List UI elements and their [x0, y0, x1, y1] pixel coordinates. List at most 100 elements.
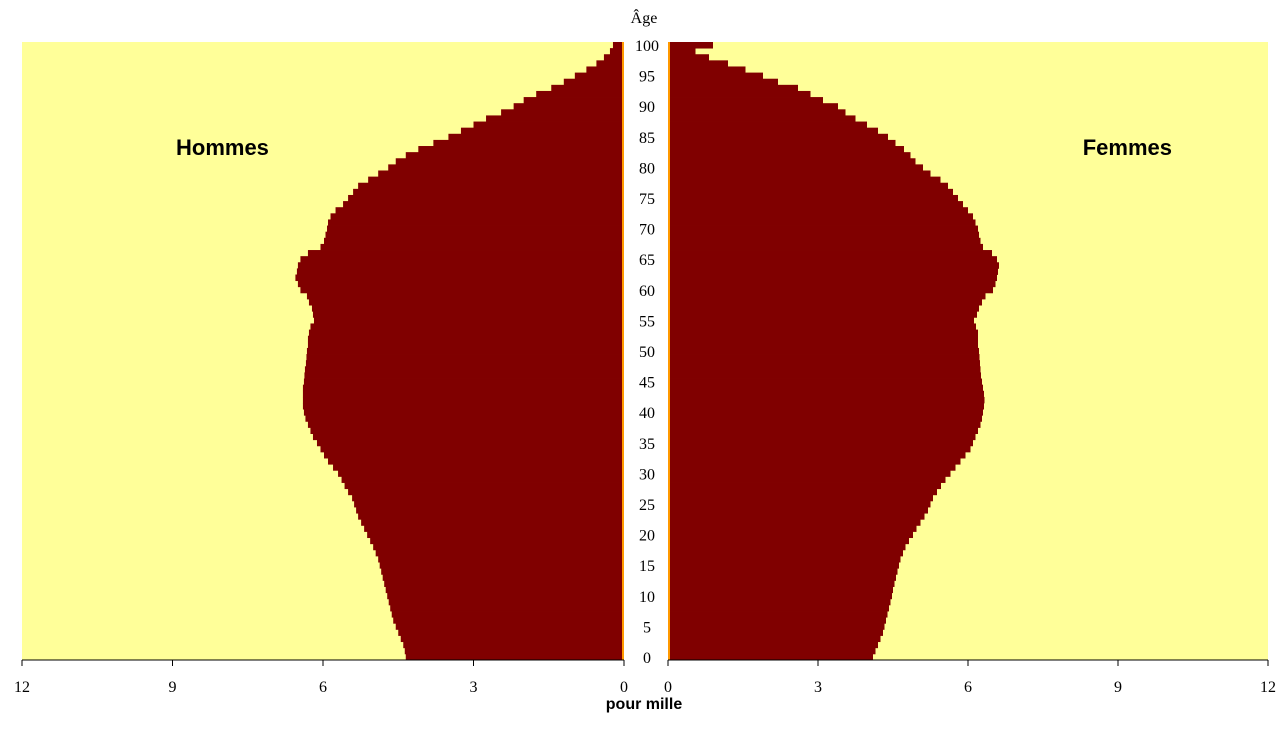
- hommes-bar-age-56: [312, 311, 624, 318]
- age-ticks: 0 5 10 15 20 25 30 35 40 45 50 55 60 65 70 75 80 85 90 95 10…: [635, 38, 659, 667]
- age-tick-label-45: 45: [639, 375, 655, 392]
- femmes-bar-age-89: [668, 109, 846, 116]
- hommes-bar-age-2: [403, 641, 624, 649]
- hommes-bar-age-48: [305, 360, 624, 367]
- femmes-bar-age-50: [668, 347, 979, 355]
- femmes-bar-age-48: [668, 360, 980, 367]
- age-tick-label-100: 100: [635, 38, 659, 55]
- left-x-tick-label-3: 3: [470, 679, 478, 696]
- femmes-bar-age-68: [668, 237, 981, 245]
- hommes-bar-age-67: [320, 243, 624, 251]
- femmes-bar-age-12: [668, 580, 895, 587]
- hommes-bar-age-78: [368, 176, 624, 184]
- hommes-bar-age-44: [302, 384, 624, 392]
- femmes-bar-age-51: [668, 341, 978, 349]
- hommes-bar-age-6: [393, 617, 624, 624]
- femmes-bar-age-65: [668, 256, 997, 263]
- hommes-bar-age-62: [295, 274, 624, 282]
- femmes-bar-age-3: [668, 635, 881, 643]
- age-tick-label-15: 15: [639, 558, 655, 575]
- hommes-bar-age-31: [333, 464, 624, 471]
- hommes-bar-age-92: [536, 90, 624, 98]
- hommes-bar-age-71: [328, 219, 624, 226]
- hommes-bar-age-32: [328, 458, 624, 465]
- femmes-bar-age-25: [668, 500, 931, 508]
- hommes-bar-age-15: [379, 562, 624, 569]
- femmes-bar-age-57: [668, 305, 979, 312]
- femmes-bar-age-18: [668, 543, 906, 551]
- hommes-bar-age-79: [378, 170, 624, 178]
- age-tick-label-65: 65: [639, 252, 655, 269]
- hommes-bar-age-38: [307, 421, 624, 428]
- femmes-bar-age-11: [668, 586, 893, 594]
- hommes-bar-age-64: [297, 262, 624, 269]
- femmes-bar-age-49: [668, 354, 980, 361]
- femmes-bar-age-14: [668, 568, 898, 575]
- age-tick-label-95: 95: [639, 69, 655, 86]
- femmes-bar-age-92: [668, 90, 811, 98]
- femmes-bar-age-36: [668, 433, 976, 441]
- femmes-bar-age-84: [668, 139, 896, 147]
- hommes-bar-age-19: [370, 537, 624, 545]
- right-x-tick-label-3: 3: [814, 679, 822, 696]
- hommes-bar-age-49: [306, 354, 624, 361]
- femmes-bar-age-75: [668, 194, 958, 202]
- hommes-bar-age-51: [307, 341, 624, 349]
- hommes-bar-age-80: [388, 164, 624, 171]
- hommes-bar-age-14: [381, 568, 624, 575]
- age-tick-label-90: 90: [639, 99, 655, 116]
- hommes-bar-age-81: [395, 158, 624, 165]
- femmes-bar-age-76: [668, 188, 953, 196]
- hommes-bar-age-22: [361, 519, 624, 526]
- hommes-bar-age-37: [310, 427, 624, 435]
- femmes-bar-age-27: [668, 488, 937, 496]
- age-tick-label-10: 10: [639, 589, 655, 606]
- hommes-bar-age-100: [612, 42, 624, 49]
- femmes-bar-age-40: [668, 409, 983, 416]
- age-tick-label-5: 5: [643, 619, 651, 636]
- hommes-bar-age-13: [382, 574, 624, 581]
- femmes-bar-age-31: [668, 464, 956, 471]
- hommes-bar-age-41: [302, 403, 624, 410]
- femmes-bar-age-4: [668, 629, 883, 636]
- femmes-bar-age-56: [668, 311, 977, 318]
- femmes-bar-age-29: [668, 476, 946, 483]
- left-x-tick-label-12: 12: [14, 679, 30, 696]
- femmes-bar-age-82: [668, 152, 911, 159]
- right-x-tick-label-0: 0: [664, 679, 672, 696]
- hommes-bar-age-7: [391, 611, 624, 618]
- hommes-bar-age-0: [405, 653, 624, 661]
- femmes-bar-age-19: [668, 537, 909, 545]
- age-tick-label-40: 40: [639, 405, 655, 422]
- hommes-bar-age-43: [302, 390, 624, 398]
- hommes-bar-age-42: [302, 396, 624, 404]
- hommes-bar-age-63: [296, 268, 624, 275]
- hommes-bar-age-60: [300, 286, 624, 294]
- hommes-bar-age-35: [316, 439, 624, 447]
- femmes-bar-age-97: [668, 60, 728, 67]
- hommes-bar-age-87: [473, 121, 624, 129]
- femmes-bar-age-80: [668, 164, 923, 171]
- femmes-bar-age-70: [668, 225, 978, 233]
- femmes-bar-age-2: [668, 641, 878, 649]
- hommes-bar-age-28: [344, 482, 624, 490]
- hommes-bar-age-94: [563, 78, 624, 86]
- hommes-bar-age-95: [574, 72, 624, 80]
- hommes-bar-age-98: [603, 54, 624, 61]
- femmes-bar-age-96: [668, 66, 746, 73]
- hommes-bar-age-99: [609, 48, 624, 55]
- hommes-bar-age-21: [364, 525, 624, 532]
- femmes-bar-age-79: [668, 170, 931, 178]
- femmes-bar-age-63: [668, 268, 998, 275]
- hommes-label: Hommes: [176, 135, 269, 160]
- hommes-bar-age-40: [303, 409, 624, 416]
- hommes-bar-age-90: [513, 103, 624, 110]
- femmes-bar-age-21: [668, 525, 917, 532]
- hommes-bar-age-8: [390, 604, 624, 612]
- hommes-bar-age-68: [324, 237, 624, 245]
- femmes-bar-age-88: [668, 115, 856, 122]
- hommes-bar-age-96: [586, 66, 624, 73]
- femmes-bar-age-15: [668, 562, 899, 569]
- femmes-bar-age-7: [668, 611, 888, 618]
- femmes-bar-age-60: [668, 286, 993, 294]
